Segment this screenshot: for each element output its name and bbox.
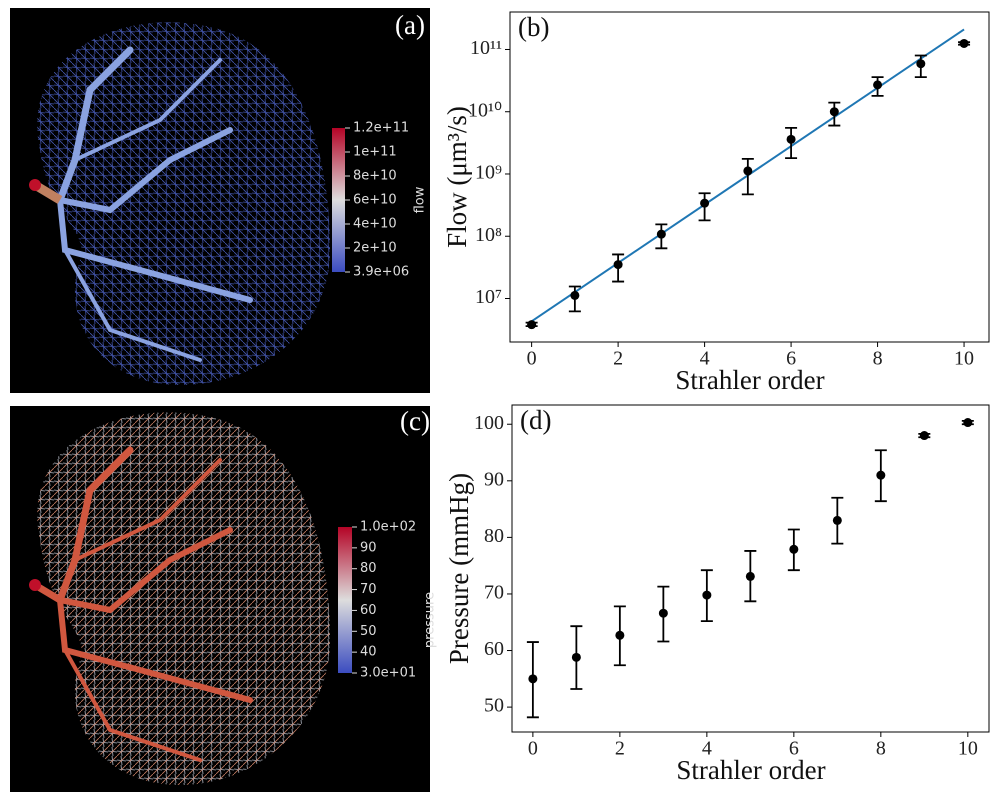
y-axis-label: Pressure (mmHg) bbox=[444, 473, 474, 664]
data-point bbox=[743, 166, 753, 176]
colorbar-tick-label: 2e+10 bbox=[353, 241, 397, 256]
data-point bbox=[832, 515, 842, 525]
x-tick-label: 4 bbox=[700, 348, 710, 370]
data-point bbox=[745, 571, 755, 581]
y-tick-label: 90 bbox=[484, 468, 504, 490]
data-point bbox=[570, 290, 580, 300]
x-tick-label: 2 bbox=[613, 348, 623, 370]
data-point bbox=[613, 260, 623, 270]
y-tick-label: 10⁹ bbox=[475, 162, 502, 184]
y-tick-label: 10⁷ bbox=[475, 286, 502, 308]
y-tick-label: 60 bbox=[484, 638, 504, 660]
colorbar-title: pressure bbox=[423, 592, 438, 648]
colorbar-tick-label: 3.9e+06 bbox=[353, 265, 409, 280]
data-point bbox=[656, 229, 666, 239]
x-axis-label: Strahler order bbox=[675, 365, 824, 395]
x-tick-label: 6 bbox=[786, 348, 796, 370]
panel-label: (c) bbox=[400, 406, 430, 436]
panel-label: (a) bbox=[395, 10, 425, 40]
x-tick-label: 10 bbox=[954, 348, 974, 370]
y-tick-label: 100 bbox=[474, 412, 504, 434]
data-point bbox=[702, 590, 712, 600]
data-point bbox=[873, 80, 883, 90]
data-point bbox=[615, 630, 625, 640]
colorbar-tick-label: 90 bbox=[360, 540, 377, 555]
x-tick-label: 8 bbox=[873, 348, 883, 370]
colorbar-tick-label: 60 bbox=[360, 603, 377, 618]
data-point bbox=[916, 59, 926, 69]
data-point bbox=[919, 431, 929, 441]
x-tick-label: 8 bbox=[876, 738, 886, 760]
colorbar-tick-label: 3.0e+01 bbox=[360, 666, 416, 681]
x-tick-label: 10 bbox=[958, 738, 978, 760]
data-point bbox=[786, 134, 796, 144]
plot-frame bbox=[509, 11, 990, 343]
data-point bbox=[527, 320, 537, 330]
data-point bbox=[876, 470, 886, 480]
colorbar-tick-label: 6e+10 bbox=[353, 193, 397, 208]
colorbar-tick-label: 70 bbox=[360, 582, 377, 597]
y-tick-label: 80 bbox=[484, 525, 504, 547]
data-point bbox=[959, 38, 969, 48]
colorbar-tick-label: 1.2e+11 bbox=[353, 121, 409, 136]
x-tick-label: 0 bbox=[527, 348, 537, 370]
error-bar bbox=[741, 157, 754, 196]
data-point bbox=[528, 674, 538, 684]
render-pressure bbox=[10, 406, 430, 792]
panel-label: (b) bbox=[518, 12, 549, 42]
data-point bbox=[829, 107, 839, 117]
y-tick-label: 10⁸ bbox=[475, 224, 502, 246]
panel-label: (d) bbox=[520, 405, 551, 435]
y-tick-label: 10¹⁰ bbox=[468, 99, 502, 121]
x-tick-label: 0 bbox=[528, 738, 538, 760]
x-tick-label: 2 bbox=[615, 738, 625, 760]
data-point bbox=[700, 198, 710, 208]
data-point bbox=[571, 652, 581, 662]
y-tick-label: 10¹¹ bbox=[470, 37, 502, 59]
colorbar-title: flow bbox=[413, 186, 428, 213]
colorbar-tick-label: 50 bbox=[360, 624, 377, 639]
x-tick-label: 4 bbox=[702, 738, 712, 760]
colorbar-tick-label: 8e+10 bbox=[353, 169, 397, 184]
y-tick-label: 50 bbox=[484, 695, 504, 717]
colorbar-tick-label: 4e+10 bbox=[353, 217, 397, 232]
data-point bbox=[658, 608, 668, 618]
colorbar-tick-label: 80 bbox=[360, 561, 377, 576]
plot-frame bbox=[511, 404, 990, 733]
colorbar-tick-label: 1.0e+02 bbox=[360, 520, 416, 535]
colorbar-tick-label: 1e+11 bbox=[353, 145, 397, 160]
colorbar-tick-label: 40 bbox=[360, 645, 377, 660]
x-axis-label: Strahler order bbox=[676, 755, 825, 785]
y-axis-label: Flow (μm³/s) bbox=[442, 106, 472, 248]
y-tick-label: 70 bbox=[484, 582, 504, 604]
data-point bbox=[963, 418, 973, 428]
render-flow bbox=[10, 8, 430, 393]
x-tick-label: 6 bbox=[789, 738, 799, 760]
data-point bbox=[789, 544, 799, 554]
